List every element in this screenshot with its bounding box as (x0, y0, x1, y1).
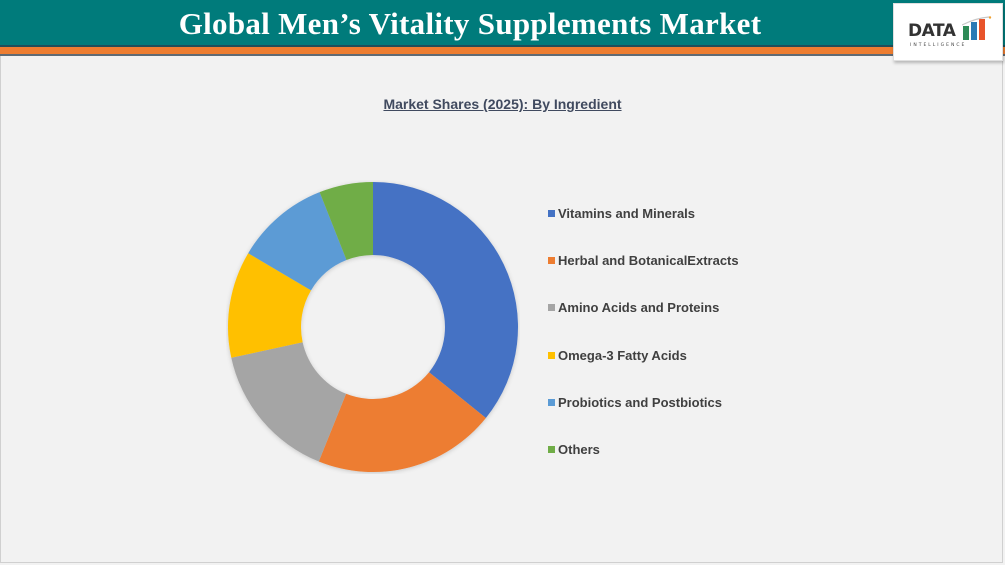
logo-text: DATA (908, 21, 956, 41)
legend-label: Probiotics and Postbiotics (558, 394, 722, 410)
logo-subtext: INTELLIGENCE (910, 43, 967, 48)
legend-item: Amino Acids and Proteins (548, 300, 719, 315)
legend-swatch-icon (548, 398, 555, 406)
donut-slice-omega-3-fatty-acids (228, 253, 312, 358)
donut-slice-vitamins-and-minerals (373, 182, 518, 419)
chart-title: Market Shares (2025): By Ingredient (383, 96, 622, 112)
donut-chart (228, 182, 518, 472)
legend-item: Omega-3 Fatty Acids (548, 348, 687, 363)
legend-swatch-icon (548, 210, 555, 217)
legend-swatch-icon (548, 446, 555, 453)
legend-item: Vitamins and Minerals (548, 206, 695, 221)
legend-item: Others (548, 442, 600, 457)
page-title: Global Men’s Vitality Supplements Market (178, 6, 762, 41)
legend-label: Others (558, 442, 600, 457)
donut-slice-amino-acids-and-proteins (231, 342, 347, 462)
donut-slice-herbal-and-botanicalextracts (318, 372, 486, 472)
divider (0, 54, 1005, 56)
legend-label: Herbal and BotanicalExtracts (558, 253, 739, 269)
legend-item: Probiotics and Postbiotics (548, 395, 722, 410)
title-banner: Global Men’s Vitality Supplements Market (0, 0, 1005, 47)
donut-slice-probiotics-and-postbiotics (248, 192, 347, 291)
company-logo: DATA INTELLIGENCE (893, 3, 1003, 61)
legend-label: Amino Acids and Proteins (558, 300, 720, 316)
donut-slice-others (319, 182, 373, 261)
accent-stripe (0, 47, 1005, 54)
legend-swatch-icon (548, 257, 555, 265)
content-frame (0, 56, 1003, 563)
legend-item: Herbal and BotanicalExtracts (548, 253, 739, 268)
legend-label: Vitamins and Minerals (558, 206, 696, 221)
bar-chart-logo-icon (962, 16, 992, 40)
legend-label: Omega-3 Fatty Acids (558, 347, 687, 363)
legend-swatch-icon (548, 351, 555, 359)
legend-swatch-icon (548, 304, 555, 312)
